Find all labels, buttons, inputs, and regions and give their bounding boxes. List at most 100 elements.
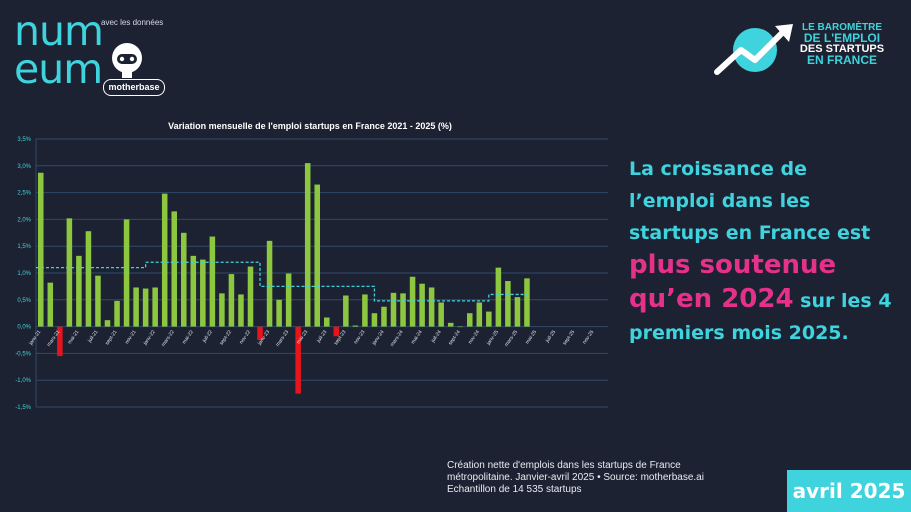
x-tick-label: mai-25 [524, 329, 538, 345]
bar [47, 282, 54, 327]
source-caption: Création nette d'emplois dans les startu… [447, 460, 747, 496]
bar [514, 297, 521, 327]
bar [438, 302, 444, 327]
logo-top-text: num [14, 7, 104, 55]
x-tick-label: mars-24 [389, 329, 405, 348]
bar [505, 281, 511, 327]
bar [161, 193, 168, 327]
bar [390, 292, 397, 327]
bar [114, 300, 120, 327]
y-tick-label: 1,5% [17, 244, 31, 250]
bar [428, 287, 435, 327]
y-tick-label: 2,5% [17, 191, 31, 197]
bar [314, 184, 320, 327]
bar [85, 231, 92, 327]
x-tick-label: sept-24 [447, 329, 462, 346]
caption-line-3: Echantillon de 14 535 startups [447, 484, 582, 495]
bar [371, 313, 378, 327]
y-tick-label: -1,5% [15, 405, 31, 411]
x-tick-label: juil-23 [315, 329, 328, 344]
x-tick-label: sept-25 [562, 329, 577, 346]
caption-line-2: métropolitaine. Janvier-avril 2025 • Sou… [447, 472, 704, 483]
y-tick-label: 3,5% [17, 137, 31, 143]
x-tick-label: juil-25 [544, 329, 557, 344]
bar [324, 317, 330, 327]
bar [343, 295, 349, 327]
x-tick-label: nov-23 [353, 329, 367, 345]
barometre-title: LE BAROMÈTRE DE L'EMPLOI DES STARTUPS EN… [798, 22, 886, 66]
x-tick-label: nov-22 [238, 329, 252, 345]
bar [295, 326, 301, 394]
x-tick-label: mai-22 [181, 329, 195, 345]
barometre-line-2: DE L'EMPLOI [803, 31, 881, 45]
x-tick-label: mars-25 [504, 329, 520, 348]
bar [524, 278, 530, 327]
bar [228, 274, 235, 327]
x-tick-label: juil-22 [201, 329, 214, 344]
x-tick-label: mars-23 [275, 329, 291, 348]
y-tick-label: 0,0% [17, 325, 31, 331]
bar [95, 275, 101, 327]
bar [123, 219, 130, 327]
x-tick-label: janv-25 [485, 329, 500, 347]
bar [276, 299, 282, 327]
bar [66, 218, 73, 327]
numeum-logo: num eum [14, 7, 104, 96]
bar [200, 259, 206, 327]
x-tick-label: juil-24 [430, 329, 443, 344]
bar [476, 302, 483, 327]
headline-part-2: sur les 4 premiers mois 2025. [629, 290, 892, 344]
headline-part-1: La croissance de l’emploi dans les start… [629, 158, 871, 244]
barometre-line-4: EN FRANCE [806, 53, 877, 67]
employment-variation-chart: Variation mensuelle de l'emploi startups… [15, 121, 608, 411]
x-tick-label: nov-25 [582, 329, 596, 345]
y-tick-label: 3,0% [17, 164, 31, 170]
bar [238, 294, 244, 327]
partner-intro: avec les données [101, 18, 164, 27]
x-tick-label: sept-21 [104, 329, 119, 346]
bar [76, 255, 82, 327]
motherbase-mascot-icon [112, 43, 142, 78]
headline-highlight: plus soutenue qu’en 2024 [629, 250, 837, 314]
bar [304, 163, 311, 327]
barometre-line-1: LE BAROMÈTRE [802, 22, 882, 33]
x-tick-label: mai-24 [410, 329, 424, 345]
bar [400, 293, 406, 327]
date-badge: avril 2025 [787, 470, 911, 512]
bar [457, 326, 463, 328]
bar [495, 267, 502, 327]
bar [447, 322, 454, 327]
bar [257, 326, 263, 340]
y-tick-label: 0,5% [17, 298, 31, 304]
bar [104, 320, 111, 327]
bar [381, 306, 387, 327]
caption-line-1: Création nette d'emplois dans les startu… [447, 460, 681, 471]
x-tick-label: nov-24 [467, 329, 481, 345]
x-tick-label: mars-22 [160, 329, 176, 348]
bar [419, 283, 425, 327]
x-tick-label: nov-21 [124, 329, 138, 345]
bar [133, 287, 139, 327]
bar [181, 232, 187, 327]
x-tick-label: janv-24 [371, 329, 386, 347]
bar [209, 236, 216, 327]
barometre-line-3: DES STARTUPS [799, 43, 885, 55]
bar [352, 325, 359, 327]
bar [467, 313, 473, 327]
bar [409, 276, 416, 327]
x-tick-label: mai-21 [67, 329, 81, 345]
bar [333, 326, 340, 337]
average-line [36, 261, 527, 302]
x-tick-label: juil-21 [86, 329, 99, 344]
bar [266, 240, 273, 327]
bar [190, 255, 197, 327]
bar [142, 288, 149, 327]
y-tick-label: -0,5% [15, 351, 31, 357]
y-tick-label: -1,0% [15, 378, 31, 384]
bar [152, 287, 158, 327]
logo-bottom-text: eum [14, 45, 103, 93]
growth-arrow-icon [714, 24, 793, 75]
bar [247, 266, 254, 327]
bar [171, 211, 177, 327]
headline: La croissance de l’emploi dans les start… [629, 153, 899, 349]
